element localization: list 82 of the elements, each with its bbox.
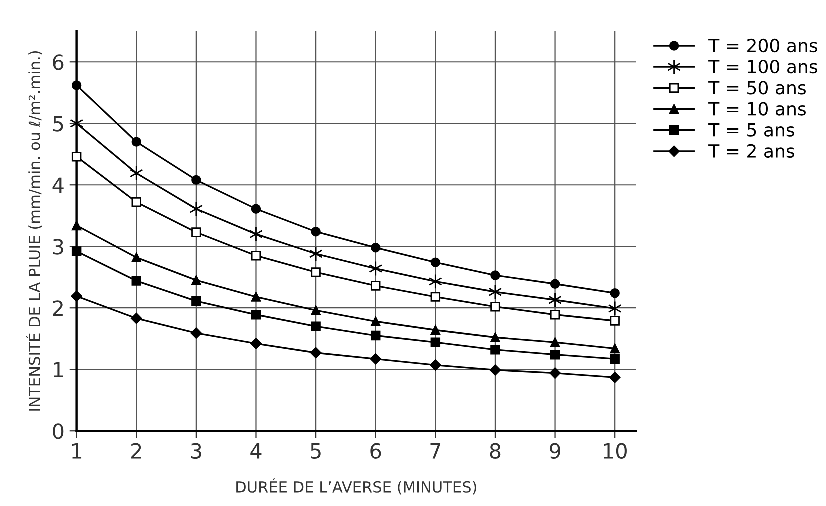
point	[192, 228, 202, 238]
y-tick-label: 5	[53, 116, 64, 132]
point	[310, 347, 322, 359]
point	[130, 166, 144, 182]
x-tick-label: 1	[72, 444, 82, 459]
point	[251, 292, 262, 302]
point	[311, 306, 321, 316]
point	[72, 80, 82, 90]
point	[192, 296, 202, 306]
x-tick-label: 9	[550, 443, 560, 460]
y-tick-label: 6	[53, 54, 64, 70]
point	[131, 312, 142, 324]
point	[550, 310, 560, 320]
point	[430, 258, 441, 268]
point	[428, 274, 442, 290]
point	[250, 338, 262, 350]
y-tick-label: 4	[52, 178, 64, 194]
point	[251, 250, 262, 261]
point	[311, 268, 321, 278]
point	[548, 292, 562, 308]
point	[608, 301, 622, 316]
point	[610, 316, 620, 326]
point	[490, 345, 500, 355]
y-tick-label: 2	[53, 300, 63, 316]
legend-label: T = 100 ans	[708, 60, 818, 74]
point	[430, 338, 441, 348]
point	[490, 364, 502, 376]
point	[550, 368, 561, 379]
point	[370, 330, 381, 341]
point	[311, 322, 321, 332]
point	[609, 372, 621, 384]
point	[430, 292, 441, 302]
point	[311, 226, 321, 237]
point	[370, 281, 381, 291]
point	[251, 204, 262, 214]
point	[490, 332, 500, 342]
x-tick-label: 3	[191, 443, 202, 460]
point	[132, 276, 142, 286]
x-axis-title: DURÉE DE L’AVERSE (MINUTES)	[236, 478, 476, 495]
point	[369, 261, 383, 276]
point	[610, 288, 620, 298]
y-tick-label: 0	[53, 424, 64, 440]
point	[132, 137, 142, 147]
legend-label: T = 200 ans	[708, 38, 818, 53]
point	[190, 328, 202, 339]
point	[490, 270, 500, 280]
y-tick-label: 3	[53, 239, 64, 255]
point	[192, 276, 202, 286]
x-tick-label: 10	[604, 443, 627, 460]
point	[430, 325, 441, 336]
x-tick-label: 8	[490, 443, 501, 460]
point	[370, 316, 381, 327]
point	[132, 252, 142, 263]
point	[610, 354, 620, 364]
y-axis-title: INTENSITÉ DE LA PLUIE (mm/min. ou ℓ/m².min.)	[26, 51, 42, 411]
point	[72, 152, 82, 162]
point	[72, 246, 82, 256]
x-tick-label: 4	[250, 444, 262, 459]
point	[250, 226, 263, 242]
legend-label: T = 5 ans	[708, 123, 794, 137]
point	[550, 350, 560, 360]
point	[72, 220, 82, 231]
point	[132, 197, 142, 208]
point	[370, 242, 381, 253]
legend-label: T = 50 ans	[708, 81, 806, 95]
legend-label: T = 2 ans	[708, 144, 794, 158]
point	[550, 338, 560, 348]
point	[192, 175, 202, 186]
y-tick-label: 1	[54, 362, 64, 378]
x-tick-label: 2	[132, 443, 142, 459]
point	[251, 310, 262, 320]
point	[71, 290, 82, 302]
x-tick-label: 5	[311, 444, 321, 460]
point	[430, 360, 442, 371]
point	[370, 354, 382, 365]
legend-label: T = 10 ans	[708, 102, 806, 116]
point	[190, 201, 204, 217]
point	[550, 279, 560, 289]
x-tick-label: 7	[430, 444, 441, 459]
point	[490, 302, 500, 312]
point	[610, 344, 620, 354]
x-tick-label: 6	[370, 443, 382, 460]
